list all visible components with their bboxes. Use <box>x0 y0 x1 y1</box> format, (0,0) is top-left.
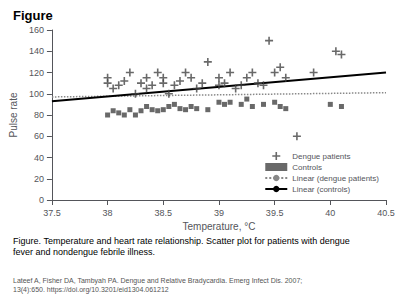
svg-text:Linear (controls): Linear (controls) <box>292 185 350 194</box>
svg-text:Temperature, °C: Temperature, °C <box>182 221 255 232</box>
svg-text:20: 20 <box>34 174 44 184</box>
svg-text:Pulse rate: Pulse rate <box>8 92 19 137</box>
svg-text:40: 40 <box>325 208 335 218</box>
svg-text:140: 140 <box>29 46 44 56</box>
svg-text:38.5: 38.5 <box>155 208 173 218</box>
svg-text:38: 38 <box>103 208 113 218</box>
svg-text:39: 39 <box>214 208 224 218</box>
svg-text:80: 80 <box>34 110 44 120</box>
svg-text:120: 120 <box>29 68 44 78</box>
svg-text:40: 40 <box>34 153 44 163</box>
svg-text:Lateef A, Fisher DA, Tambyah P: Lateef A, Fisher DA, Tambyah PA. Dengue … <box>13 277 302 285</box>
svg-text:Linear (dengue patients): Linear (dengue patients) <box>292 174 379 183</box>
svg-text:100: 100 <box>29 89 44 99</box>
svg-text:Figure. Temperature and heart: Figure. Temperature and heart rate relat… <box>13 236 350 246</box>
svg-text:40.5: 40.5 <box>377 208 395 218</box>
svg-text:Dengue patients: Dengue patients <box>292 152 350 161</box>
svg-text:Controls: Controls <box>292 163 322 172</box>
svg-text:39.5: 39.5 <box>266 208 284 218</box>
svg-text:160: 160 <box>29 25 44 35</box>
svg-text:0: 0 <box>39 195 44 205</box>
svg-text:37.5: 37.5 <box>43 208 61 218</box>
svg-text:Figure: Figure <box>13 8 53 23</box>
svg-text:13(4):650. https://doi.org/10.: 13(4):650. https://doi.org/10.3201/eid13… <box>13 286 169 294</box>
svg-text:60: 60 <box>34 131 44 141</box>
svg-text:fever and nondengue febrile il: fever and nondengue febrile illness. <box>13 247 155 257</box>
